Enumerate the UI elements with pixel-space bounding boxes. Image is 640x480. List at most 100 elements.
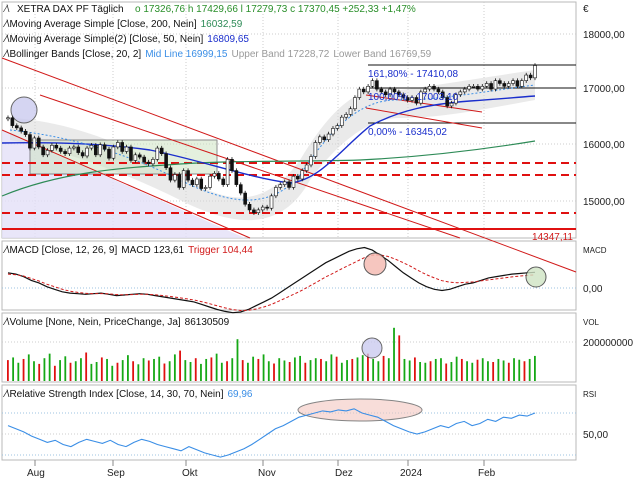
candle — [414, 97, 419, 104]
candle — [278, 184, 283, 188]
volume-bar — [309, 360, 312, 381]
candle — [111, 146, 116, 159]
volume-bar — [137, 364, 140, 381]
candle — [221, 178, 225, 185]
volume-ytick: 200000000 — [583, 338, 633, 349]
candle — [467, 85, 471, 90]
candle — [419, 91, 423, 104]
candle — [344, 114, 348, 118]
volume-bar — [434, 358, 437, 381]
volume-bar — [226, 361, 228, 381]
volume-bar — [356, 357, 359, 381]
volume-bar — [304, 362, 307, 381]
candle — [449, 102, 454, 107]
candle — [388, 88, 392, 96]
candle — [296, 175, 300, 180]
volume-bar — [361, 355, 364, 381]
volume-bar — [48, 353, 51, 381]
volume-bar — [59, 360, 61, 381]
volume-bar — [7, 360, 9, 381]
candle — [432, 85, 436, 90]
candle — [142, 156, 146, 163]
candle — [458, 91, 463, 96]
price-legend: ⁄\ XETRA DAX PF Täglich o 17326,76 h 174… — [2, 4, 432, 60]
volume-bar — [53, 365, 56, 381]
candle — [287, 181, 291, 188]
volume-bar — [340, 362, 343, 381]
candle — [506, 83, 511, 87]
candle — [41, 146, 45, 156]
candle — [520, 80, 524, 87]
candle — [173, 174, 177, 181]
candle — [370, 80, 375, 87]
candle — [410, 97, 414, 101]
volume-bar — [158, 356, 161, 381]
candle — [208, 175, 212, 188]
volume-bar — [85, 352, 88, 381]
volume-bar — [471, 362, 474, 381]
volume-bars — [7, 327, 536, 381]
top-circle-annotation — [10, 96, 38, 124]
volume-bar — [142, 358, 145, 381]
volume-bar — [90, 363, 93, 381]
volume-bar — [12, 357, 15, 381]
candle — [36, 137, 41, 148]
dec-channel — [365, 94, 483, 129]
fib-label-100: 100,00% - 17003,10 — [368, 92, 459, 103]
volume-bar — [43, 358, 46, 381]
volume-bar — [492, 362, 495, 381]
candle — [247, 203, 252, 211]
volume-bar — [466, 361, 468, 381]
candle — [282, 181, 287, 185]
volume-bar — [346, 360, 348, 381]
macd-trigger-line — [7, 254, 536, 312]
candle — [10, 117, 15, 126]
candle — [498, 80, 502, 84]
xtick-okt: Okt — [182, 468, 198, 479]
volume-bar — [95, 362, 98, 381]
volume-bar — [460, 358, 463, 381]
candle — [528, 74, 533, 79]
candle — [524, 74, 529, 81]
volume-bar — [64, 356, 67, 381]
candle — [454, 94, 458, 104]
volume-bar — [523, 361, 526, 381]
fib-label-161: 161,80% - 17410,08 — [368, 69, 459, 80]
volume-bar — [335, 356, 338, 381]
candle — [304, 164, 309, 171]
candle — [397, 91, 401, 96]
volume-bar — [487, 361, 489, 381]
candle — [322, 136, 327, 140]
ma200-line — [1, 140, 536, 197]
candle — [32, 137, 37, 149]
macd-ytick-0: 0,00 — [583, 284, 603, 295]
currency-label: € — [583, 4, 589, 15]
volume-bar — [481, 358, 484, 381]
volume-bar — [200, 363, 202, 381]
candle — [234, 170, 239, 185]
support-lines — [2, 162, 576, 214]
candle — [291, 175, 296, 188]
candle — [361, 88, 366, 93]
volume-bar — [502, 360, 505, 381]
candle — [76, 146, 81, 153]
volume-bar — [398, 335, 401, 381]
volume-bar — [288, 362, 291, 381]
volume-bar — [293, 357, 296, 381]
volume-bar — [440, 358, 442, 381]
candle — [133, 154, 138, 161]
candle — [129, 146, 133, 161]
candle — [511, 80, 515, 84]
candle — [146, 161, 151, 165]
candle — [186, 170, 190, 181]
header-ohlc: o 17326,76 h 17429,66 l 17279,73 c 17370… — [135, 4, 416, 15]
candle — [58, 147, 63, 152]
candle — [375, 80, 379, 90]
volume-bar — [367, 353, 369, 381]
candle — [269, 195, 274, 209]
xtick-feb: Feb — [478, 468, 496, 479]
xtick-nov: Nov — [258, 468, 276, 479]
candle — [471, 85, 476, 88]
volume-bar — [257, 358, 260, 381]
candle — [14, 125, 19, 129]
